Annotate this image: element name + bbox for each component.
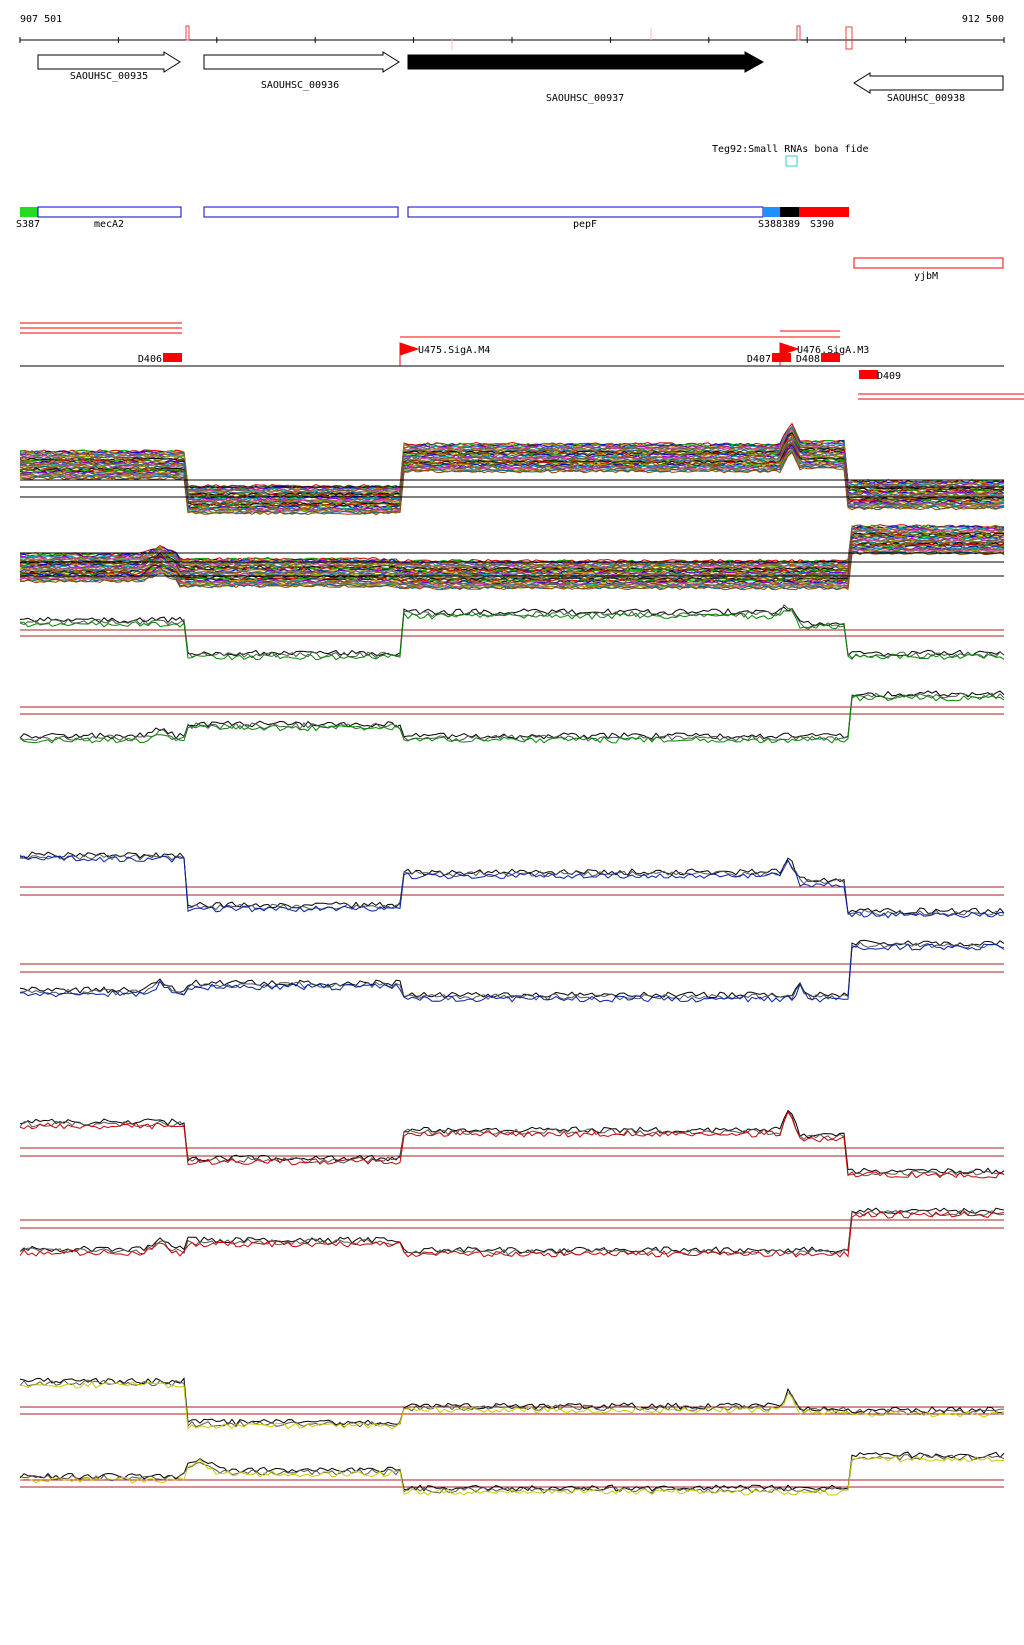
expression-yellow bbox=[19, 1377, 1005, 1496]
downregion-label: D406 bbox=[138, 354, 162, 365]
expression-line bbox=[19, 690, 1005, 740]
downregion-label: D407 bbox=[747, 354, 771, 365]
expression-line bbox=[19, 1110, 1005, 1179]
expression-line bbox=[19, 436, 1005, 500]
expression-line bbox=[19, 851, 1005, 915]
transcript-track: U475.SigA.M4 U476.SigA.M3 D406 D407 D408… bbox=[20, 322, 1024, 400]
expression-line bbox=[19, 529, 1005, 569]
expression-line bbox=[19, 1453, 1005, 1494]
expression-line bbox=[19, 1381, 1005, 1431]
downregion-d406[interactable]: D406 bbox=[138, 353, 182, 365]
segment-s388[interactable] bbox=[763, 207, 780, 217]
gene-arrow-saouhsc-00936[interactable]: SAOUHSC_00936 bbox=[203, 51, 400, 91]
end-coordinate: 912 500 bbox=[962, 14, 1004, 25]
promoter-label: U476.SigA.M3 bbox=[797, 345, 869, 356]
expression-line bbox=[19, 549, 1005, 589]
expression-line bbox=[19, 551, 1005, 591]
segment-unlabeled[interactable] bbox=[203, 206, 399, 218]
expression-line bbox=[19, 1109, 1005, 1175]
gene-label: SAOUHSC_00938 bbox=[887, 93, 965, 104]
expression-line bbox=[19, 941, 1005, 1001]
expression-tracks bbox=[19, 422, 1005, 1496]
segment-track: S387 mecA2 pepF S388 389 S390 bbox=[16, 206, 849, 230]
segment-label: 389 bbox=[782, 219, 800, 230]
downregion-label: D408 bbox=[796, 354, 820, 365]
expression-line bbox=[19, 1379, 1005, 1428]
expression-line bbox=[19, 603, 1005, 659]
multi-expression-reverse bbox=[19, 524, 1005, 591]
segment-s390[interactable] bbox=[799, 207, 849, 217]
downregion-d409[interactable]: D409 bbox=[859, 370, 901, 382]
expression-line bbox=[19, 943, 1005, 1003]
segment-s387[interactable] bbox=[20, 207, 38, 217]
ruler-marker bbox=[796, 25, 801, 41]
segment-label: mecA2 bbox=[94, 219, 124, 230]
expression-line bbox=[19, 1110, 1005, 1177]
expression-line bbox=[19, 1377, 1005, 1426]
expression-blue bbox=[19, 851, 1005, 1003]
ruler-marker bbox=[845, 26, 853, 50]
multi-expression-forward bbox=[19, 422, 1005, 516]
expression-line bbox=[19, 427, 1005, 493]
expression-line bbox=[19, 1451, 1005, 1492]
segment-389[interactable] bbox=[780, 207, 799, 217]
small-rna-feature[interactable] bbox=[785, 155, 798, 167]
expression-green bbox=[19, 603, 1005, 744]
feature-label: yjbM bbox=[914, 271, 938, 282]
expression-line bbox=[19, 1455, 1005, 1496]
segment-label: pepF bbox=[573, 219, 597, 230]
expression-line bbox=[19, 549, 1005, 589]
expression-red bbox=[19, 1109, 1005, 1258]
expression-line bbox=[19, 450, 1005, 515]
expression-line bbox=[19, 694, 1005, 744]
expression-line bbox=[19, 1211, 1005, 1258]
segment-label: S388 bbox=[758, 219, 782, 230]
promoter-u475[interactable]: U475.SigA.M4 bbox=[399, 342, 490, 366]
expression-line bbox=[19, 1207, 1005, 1254]
segment-pepf[interactable] bbox=[407, 206, 764, 218]
expression-line bbox=[19, 1209, 1005, 1256]
gene-label: SAOUHSC_00936 bbox=[261, 80, 339, 91]
expression-line bbox=[19, 451, 1005, 516]
feature-yjbm[interactable] bbox=[853, 257, 1004, 269]
gene-label: SAOUHSC_00937 bbox=[546, 93, 624, 104]
ruler-ticks bbox=[19, 37, 1005, 43]
other-feature-track: yjbM bbox=[853, 257, 1004, 282]
start-coordinate: 907 501 bbox=[20, 14, 62, 25]
expression-line bbox=[19, 853, 1005, 917]
small-rna-track: Teg92:Small RNAs bona fide bbox=[712, 144, 869, 167]
segment-meca2[interactable] bbox=[37, 206, 182, 218]
segment-label: S390 bbox=[810, 219, 834, 230]
expression-line bbox=[19, 537, 1005, 578]
coordinate-ruler: 907 501 912 500 bbox=[19, 14, 1005, 50]
ruler-marker bbox=[185, 25, 190, 41]
expression-line bbox=[19, 692, 1005, 742]
gene-arrow-saouhsc-00935[interactable]: SAOUHSC_00935 bbox=[37, 51, 181, 82]
gene-arrow-saouhsc-00938[interactable]: SAOUHSC_00938 bbox=[853, 72, 1004, 104]
expression-line bbox=[19, 939, 1005, 999]
expression-line bbox=[19, 533, 1005, 573]
promoter-label: U475.SigA.M4 bbox=[418, 345, 490, 356]
segment-label: S387 bbox=[16, 219, 40, 230]
downregion-d407[interactable]: D407 bbox=[747, 353, 791, 365]
downregion-d408[interactable]: D408 bbox=[796, 353, 840, 365]
expression-line bbox=[19, 610, 1005, 661]
gene-track: SAOUHSC_00935 SAOUHSC_00936 SAOUHSC_0093… bbox=[37, 51, 1004, 104]
expression-line bbox=[19, 441, 1005, 507]
gene-label: SAOUHSC_00935 bbox=[70, 71, 148, 82]
expression-line bbox=[19, 855, 1005, 919]
downregion-label: D409 bbox=[877, 371, 901, 382]
small-rna-label: Teg92:Small RNAs bona fide bbox=[712, 144, 869, 155]
expression-line bbox=[19, 543, 1005, 583]
gene-arrow-saouhsc-00937[interactable]: SAOUHSC_00937 bbox=[407, 51, 765, 104]
